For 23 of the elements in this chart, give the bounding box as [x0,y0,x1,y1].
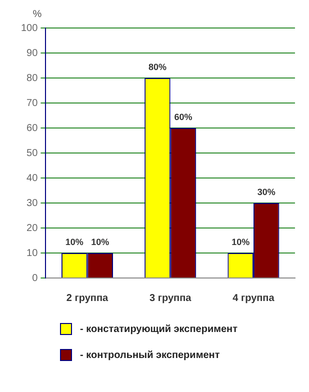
y-tick-label: 20 [26,222,38,234]
y-tick-label: 90 [26,48,38,59]
data-label: 80% [148,62,166,72]
y-tick-label: 50 [26,148,38,159]
data-label: 60% [174,112,192,122]
y-tick-label: 40 [26,172,38,184]
y-tick-label: 10 [26,248,38,259]
x-tick-label: 4 группа [232,292,275,304]
y-tick-label: 100 [20,22,38,34]
data-label: 10% [91,236,110,247]
x-tick-label: 2 группа [66,292,109,304]
data-label: 10% [65,236,84,247]
y-axis-title: % [32,8,42,20]
y-tick-label: 70 [26,98,38,109]
data-label: 30% [257,186,276,197]
legend-label: - контрольный эксперимент [80,350,220,360]
data-label: 10% [232,236,250,247]
y-tick-label: 30 [26,198,38,209]
x-tick-label: 3 группа [150,292,192,304]
y-tick-label: 0 [32,272,38,284]
y-tick-label: 60 [26,122,38,134]
y-tick-label: 80 [26,72,38,84]
legend-label: - констатирующий эксперимент [80,324,238,334]
